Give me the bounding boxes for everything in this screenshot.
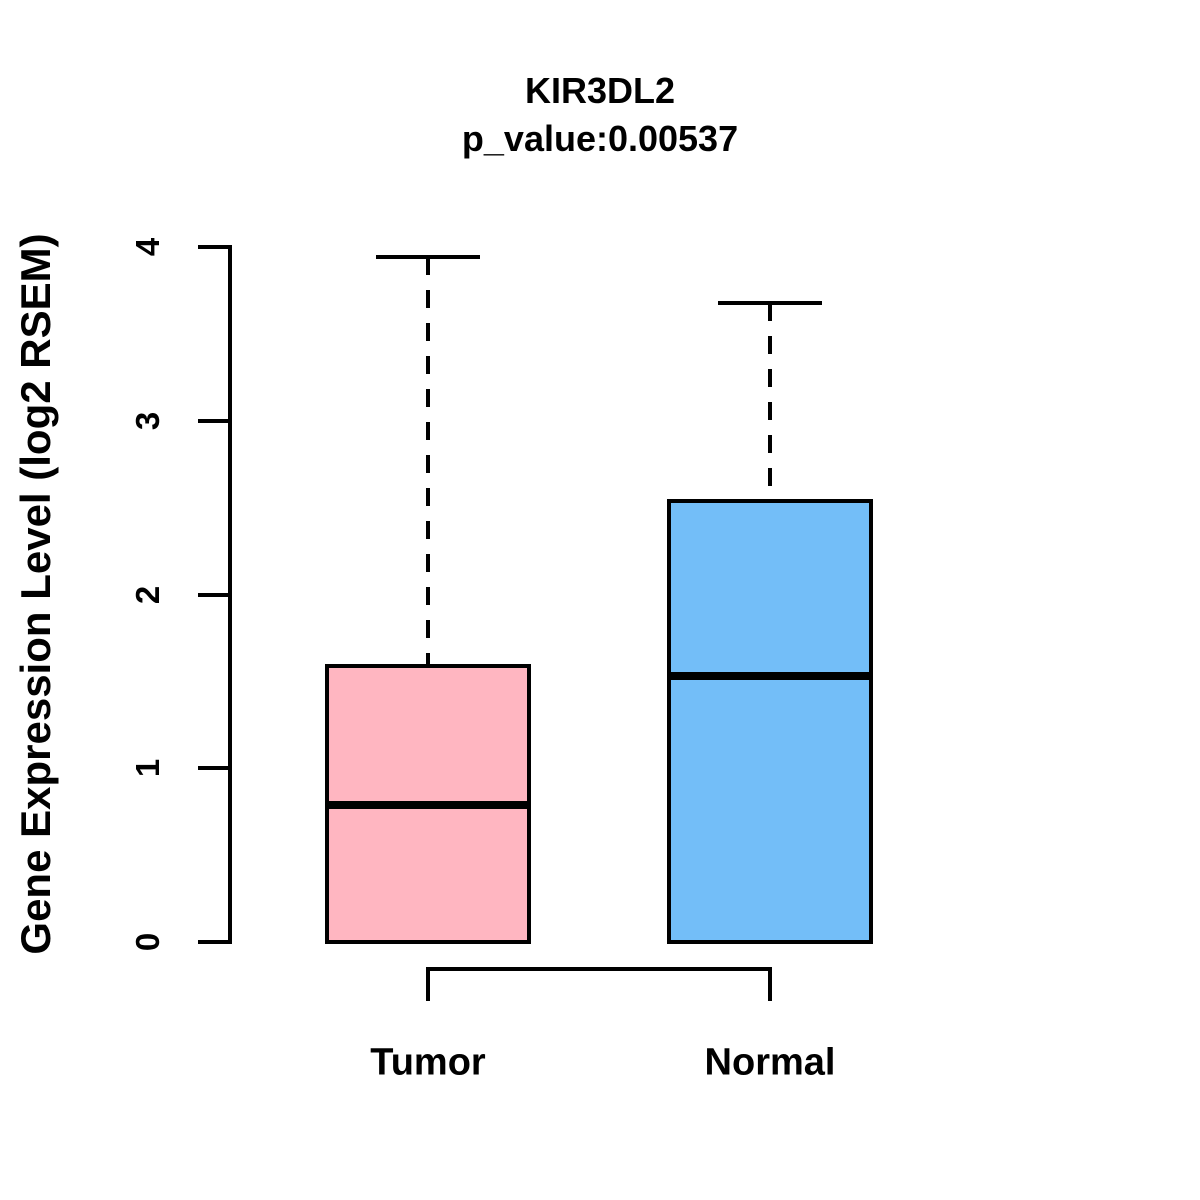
chart-subtitle: p_value:0.00537 [461,118,739,159]
x-axis-line [426,967,772,971]
y-axis-line [228,245,232,944]
x-axis-tick [768,969,772,1001]
chart-title: KIR3DL2 [524,70,676,111]
y-axis-tick [198,766,230,771]
y-axis-tick-label: 1 [129,759,166,778]
category-label: Normal [704,1041,836,1084]
upper-whisker [768,302,772,501]
y-axis-tick [198,245,230,249]
category-label: Tumor [370,1041,486,1084]
y-axis-tick-label: 2 [129,585,166,604]
median-line [667,672,873,681]
upper-whisker [426,257,430,666]
x-axis-tick [426,969,430,1001]
y-axis-tick [198,592,230,597]
y-axis-tick [198,940,230,944]
upper-whisker-cap-icon [376,255,480,260]
box-normal [667,498,873,944]
y-axis-tick-label: 3 [129,411,166,430]
median-line [325,800,531,809]
y-axis-tick-label: 4 [129,237,166,257]
y-axis-tick [198,418,230,423]
y-axis-tick-label: 0 [129,932,166,952]
upper-whisker-cap-icon [718,300,822,305]
